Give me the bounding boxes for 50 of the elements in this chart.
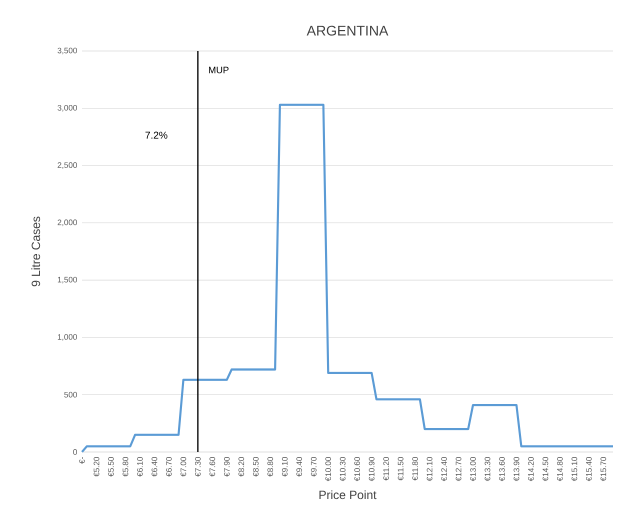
- x-tick-label: €13.60: [499, 457, 505, 482]
- x-tick-label: €7.00: [180, 457, 186, 477]
- x-tick-label: €9.70: [310, 457, 317, 477]
- y-tick-label: 1,500: [58, 276, 77, 284]
- x-tick-label: €6.70: [166, 457, 172, 477]
- x-tick-label: €13.00: [470, 457, 476, 482]
- x-tick-label: €15.10: [572, 457, 578, 482]
- x-tick-label: €8.50: [252, 457, 259, 477]
- x-tick-label: €13.90: [514, 457, 520, 482]
- x-tick-label: €7.60: [210, 457, 216, 477]
- x-tick-label: €5.80: [122, 457, 128, 477]
- x-tick-label: €11.80: [412, 457, 418, 481]
- x-tick-label: €14.80: [557, 457, 563, 482]
- x-tick-label: €12.10: [426, 457, 432, 482]
- x-tick-label: €6.10: [137, 457, 143, 477]
- x-tick-label: €7.90: [224, 457, 230, 477]
- y-tick-label: 1,000: [58, 334, 77, 341]
- x-tick-label: €6.40: [152, 457, 158, 477]
- x-tick-label: €12.40: [441, 457, 447, 482]
- x-tick-label: €12.70: [456, 457, 462, 482]
- y-tick-label: 2,000: [58, 220, 77, 226]
- x-tick-label: €5.20: [94, 457, 100, 477]
- x-tick-label: €15.40: [586, 457, 592, 482]
- x-tick-label: €14.20: [528, 457, 534, 482]
- x-tick-label: €9.10: [282, 457, 288, 477]
- x-tick-label: €15.70: [600, 457, 606, 482]
- y-tick-label: 2,500: [58, 162, 77, 169]
- x-tick-label: €9.40: [296, 457, 302, 477]
- chart-title: ARGENTINA: [306, 26, 388, 36]
- x-tick-label: €5.50: [108, 457, 114, 477]
- x-tick-label: €10.60: [354, 457, 360, 482]
- x-tick-label: €-: [79, 457, 85, 464]
- y-tick-label: 500: [64, 392, 77, 398]
- y-tick-label: 0: [73, 449, 77, 455]
- x-axis-title: Price Point: [319, 490, 376, 500]
- x-tick-label: €10.00: [325, 457, 332, 482]
- x-tick-label: €10.30: [340, 457, 346, 482]
- y-tick-label: 3,500: [58, 48, 77, 54]
- ref-line-label: MUP: [209, 66, 229, 74]
- x-tick-label: €8.20: [238, 457, 244, 477]
- annotation: 7.2%: [145, 132, 168, 139]
- x-tick-label: €11.20: [383, 457, 389, 481]
- x-tick-label: €8.80: [267, 457, 274, 477]
- y-tick-label: 3,000: [58, 104, 77, 112]
- x-tick-label: €13.30: [484, 457, 490, 482]
- x-tick-label: €11.50: [398, 457, 404, 481]
- y-axis-title: 9 Litre Cases: [31, 216, 40, 286]
- x-tick-label: €10.90: [368, 457, 374, 482]
- x-tick-label: €7.30: [195, 457, 201, 477]
- x-tick-label: €14.50: [542, 457, 548, 482]
